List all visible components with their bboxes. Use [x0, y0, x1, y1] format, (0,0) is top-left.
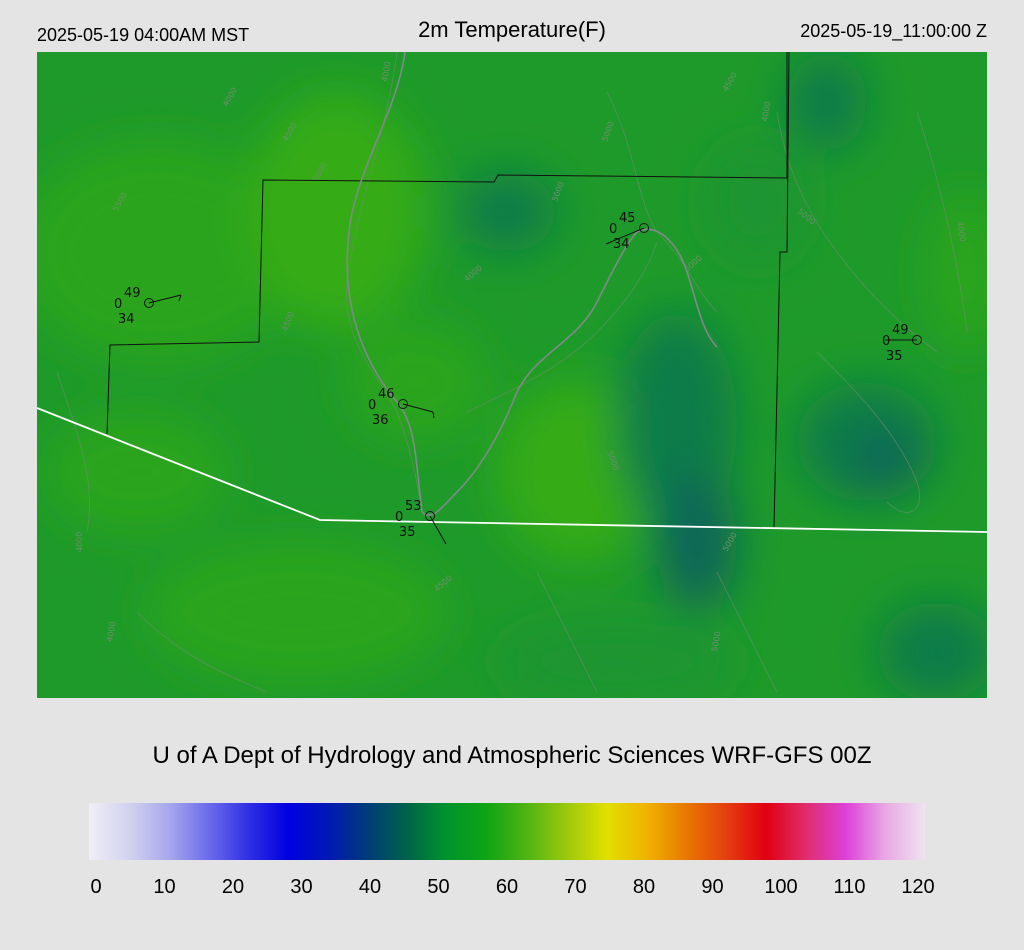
- county-boundary: [106, 52, 788, 435]
- wind-barb-shaft: [429, 515, 447, 545]
- color-scale-tick-label: 30: [290, 876, 313, 898]
- valid-time-utc: 2025-05-19_11:00:00 Z: [800, 21, 987, 41]
- color-scale-tick-label: 110: [833, 876, 866, 898]
- wind-barb-flag: [178, 294, 182, 302]
- station-circle: [425, 511, 435, 521]
- color-scale-tick-label: 0: [90, 876, 102, 898]
- station-circle: [639, 223, 649, 233]
- station-temperature: 53: [405, 499, 422, 514]
- wind-barb-flag: [432, 411, 435, 419]
- station-temperature: 49: [124, 286, 141, 301]
- river: [346, 52, 718, 516]
- color-scale-tick-label: 20: [221, 876, 245, 898]
- contour-label: 4000: [760, 101, 772, 123]
- station-dewpoint: 35: [399, 525, 416, 540]
- color-scale-gradient: [89, 803, 925, 860]
- color-scale-tick-label: 100: [764, 876, 798, 898]
- border-line: [37, 407, 987, 533]
- station-circle: [398, 399, 408, 409]
- contour-label: 4000: [105, 621, 117, 643]
- temperature-field-shading: [37, 52, 987, 698]
- color-scale-tick-label: 10: [153, 876, 176, 898]
- color-scale-labels: 0 10 20 30 40 50 60 70 80 90 100 110 120: [0, 876, 1024, 902]
- station-dewpoint: 34: [613, 237, 630, 252]
- station-cloud-cover: 0: [609, 222, 617, 237]
- color-scale-tick-label: 60: [495, 876, 519, 898]
- station-dewpoint: 34: [118, 312, 135, 327]
- color-scale-tick-label: 80: [632, 876, 656, 898]
- map-title: 2m Temperature(F): [418, 17, 606, 42]
- color-scale-tick-label: 70: [564, 876, 587, 898]
- wind-barb-shaft: [148, 294, 182, 304]
- station-dewpoint: 35: [886, 349, 903, 364]
- model-credit: U of A Dept of Hydrology and Atmospheric…: [152, 742, 872, 769]
- station-dewpoint: 36: [372, 413, 389, 428]
- color-scale-tick-label: 120: [901, 876, 935, 898]
- color-scale-tick-label: 90: [701, 876, 724, 898]
- valid-time-local: 2025-05-19 04:00AM MST: [37, 25, 250, 45]
- temperature-map: 4000450050005500400050005000400050004500…: [37, 52, 987, 698]
- state-boundary: [773, 52, 790, 529]
- color-scale-tick-label: 40: [358, 876, 382, 898]
- station-circle: [144, 298, 154, 308]
- station-temperature: 46: [378, 387, 395, 402]
- wind-barb-shaft: [402, 403, 434, 413]
- contour-label: 4000: [380, 61, 392, 83]
- contour-label: 4000: [75, 532, 84, 552]
- station-temperature: 49: [892, 323, 909, 338]
- station-cloud-cover: 0: [368, 398, 376, 413]
- contour-label: 4000: [955, 221, 967, 243]
- elevation-contours: [56, 52, 968, 693]
- station-temperature: 45: [619, 211, 636, 226]
- color-scale-tick-label: 50: [427, 876, 450, 898]
- wind-barb-shaft: [605, 227, 645, 245]
- color-scale-bar: [89, 803, 925, 860]
- contour-label: 5000: [710, 631, 722, 653]
- station-cloud-cover: 0: [395, 510, 403, 525]
- station-cloud-cover: 0: [114, 297, 122, 312]
- station-cloud-cover: 0: [882, 334, 890, 349]
